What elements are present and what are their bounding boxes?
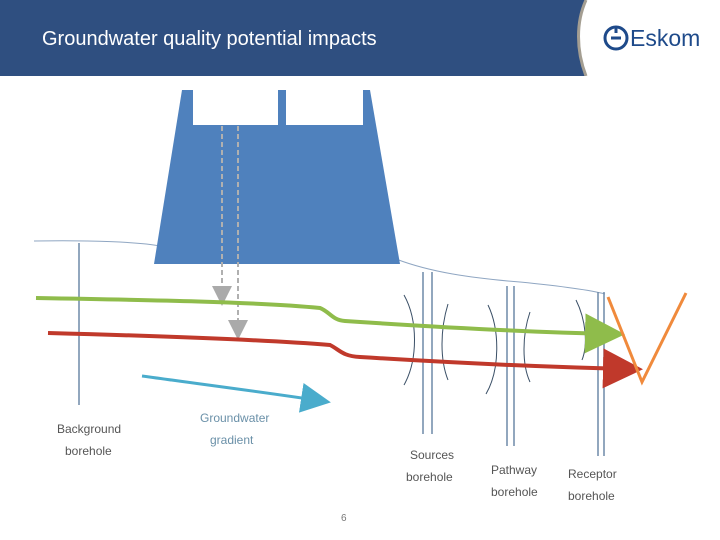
label-receptor-borehole: Receptor borehole	[568, 467, 617, 503]
river-receptor-shape	[606, 292, 688, 386]
eskom-logo-icon	[603, 25, 629, 51]
capture-zone-arcs-receptor	[575, 299, 586, 361]
page-title: Groundwater quality potential impacts	[42, 28, 377, 50]
water-table-upper-line	[35, 296, 625, 354]
ground-surface-line	[33, 240, 606, 295]
label-pathway-borehole: Pathway borehole	[491, 463, 538, 499]
sources-borehole	[422, 272, 433, 434]
logo-text: Eskom	[630, 25, 701, 51]
capture-zone-arcs-sources	[403, 294, 449, 386]
groundwater-diagram	[33, 90, 688, 456]
receptor-borehole	[597, 292, 605, 456]
water-table-lower-line	[47, 331, 643, 389]
header-swoosh	[577, 0, 610, 76]
facility-shape	[154, 90, 400, 264]
page-number: 6	[341, 513, 347, 524]
label-background-borehole: Background borehole	[57, 422, 122, 458]
groundwater-gradient-arrow	[141, 374, 331, 413]
facility-notch-right	[286, 90, 363, 125]
label-groundwater-gradient: Groundwater gradient	[200, 411, 270, 447]
facility-notch-left	[193, 90, 278, 125]
label-sources-borehole: Sources borehole	[406, 448, 455, 484]
capture-zone-arcs-pathway	[485, 304, 531, 395]
